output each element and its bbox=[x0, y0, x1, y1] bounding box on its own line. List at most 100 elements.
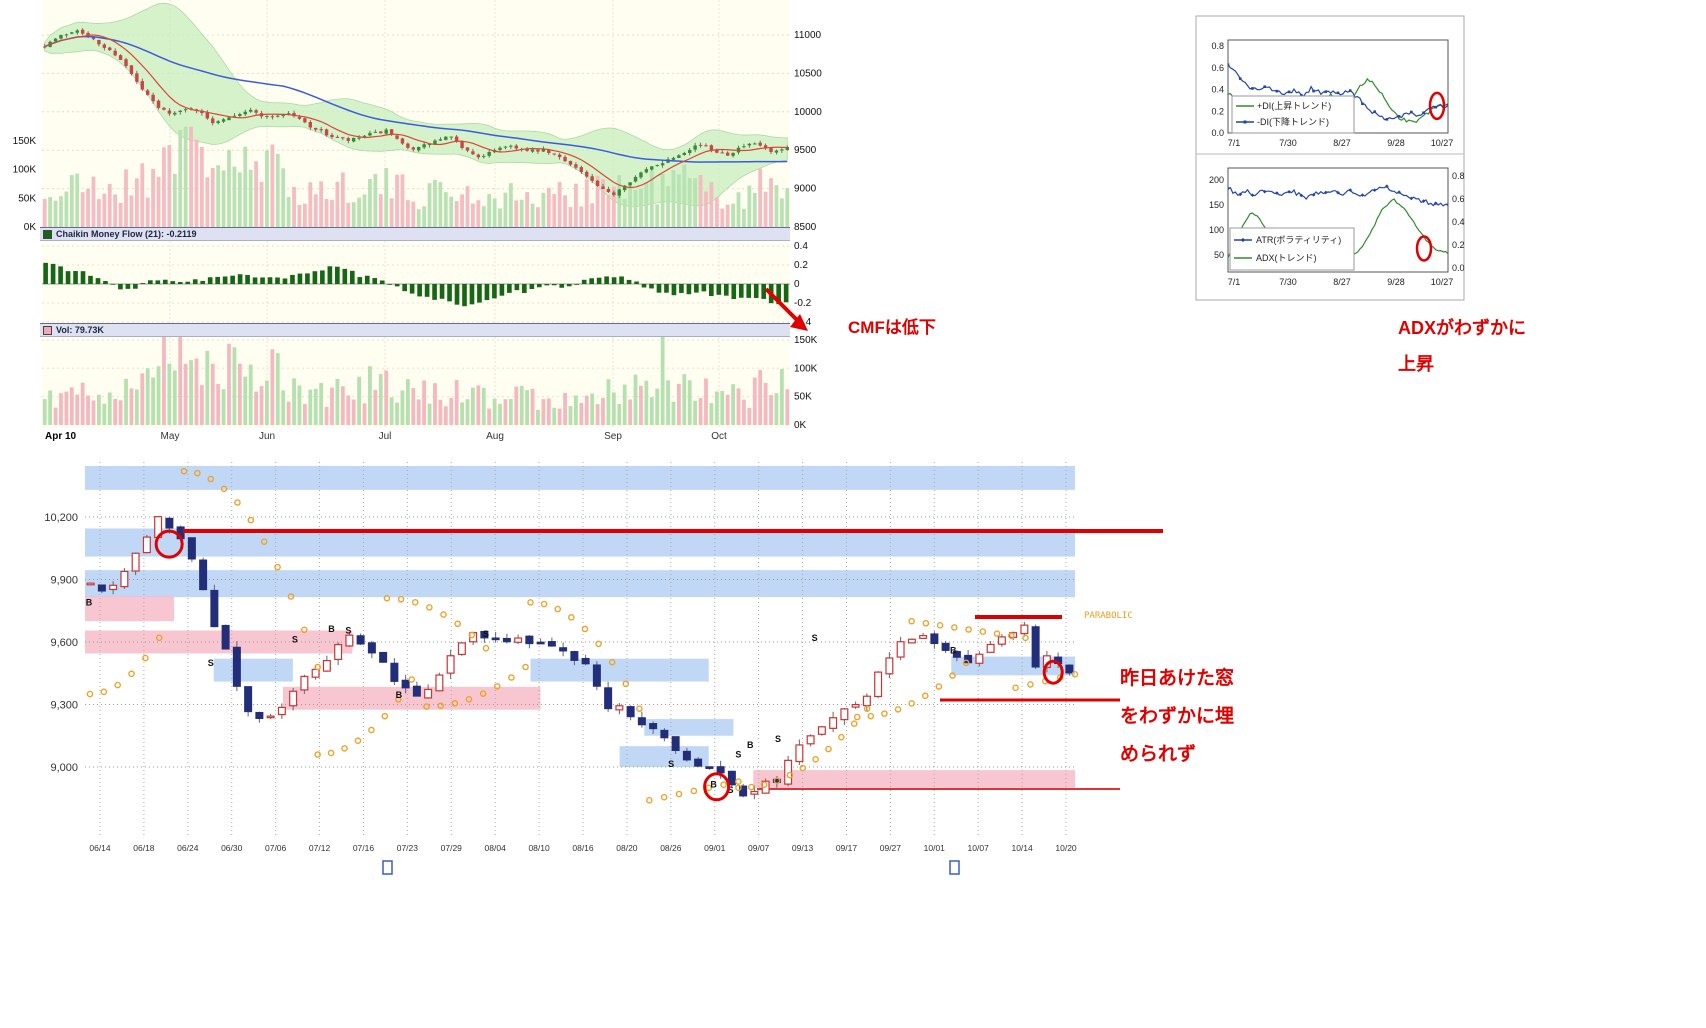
candle-body bbox=[91, 36, 96, 40]
vol-panel-bar bbox=[59, 393, 63, 425]
vol-panel-bar bbox=[259, 386, 264, 425]
vol-panel-bar bbox=[389, 397, 394, 425]
vol-panel-bar bbox=[454, 380, 459, 425]
vol-panel-bar bbox=[324, 406, 329, 425]
parabolic-sar-dot bbox=[921, 692, 929, 700]
candle-body bbox=[292, 112, 296, 117]
gap-annotation-line3: められず bbox=[1120, 744, 1197, 765]
vol-panel-bar bbox=[194, 358, 199, 425]
tick-label: 200 bbox=[1209, 175, 1224, 185]
vol-panel-bar bbox=[449, 397, 454, 425]
volume-overlay-bar bbox=[454, 201, 459, 227]
candle-body bbox=[281, 115, 285, 117]
candle-body bbox=[896, 641, 905, 658]
volume-overlay-bar bbox=[124, 169, 128, 227]
vol-panel-bar bbox=[552, 407, 557, 425]
volume-overlay-bar bbox=[351, 202, 356, 227]
cmf-bar bbox=[43, 262, 48, 284]
parabolic-sar-dot bbox=[234, 499, 241, 506]
candle-body bbox=[211, 118, 215, 124]
tick-label: 09/27 bbox=[880, 843, 902, 853]
cmf-bar bbox=[148, 280, 153, 284]
cmf-bar bbox=[454, 284, 460, 305]
volume-overlay-bar bbox=[671, 170, 676, 227]
candle-body bbox=[140, 81, 144, 90]
vol-panel-bar bbox=[563, 392, 567, 425]
candle-body bbox=[435, 674, 444, 692]
candle-body bbox=[232, 115, 237, 117]
candle-body bbox=[379, 131, 383, 134]
candle-body bbox=[750, 790, 759, 795]
tick-label: 07/23 bbox=[397, 843, 419, 853]
candle-body bbox=[379, 651, 388, 663]
candle-body bbox=[649, 723, 658, 730]
tick-label: 09/13 bbox=[792, 843, 814, 853]
candle-body bbox=[784, 759, 793, 785]
volume-overlay-bar bbox=[579, 206, 584, 227]
volume-overlay-bar bbox=[286, 196, 291, 227]
candle-body bbox=[739, 785, 748, 797]
volume-overlay-bar bbox=[779, 198, 784, 227]
parabolic-sar-dot bbox=[1071, 670, 1079, 678]
parabolic-sar-dot bbox=[327, 749, 335, 757]
vol-panel-bar bbox=[151, 377, 156, 425]
candle-body bbox=[368, 132, 372, 136]
candle-body bbox=[167, 110, 172, 114]
candle-body bbox=[151, 94, 155, 102]
cmf-bar bbox=[320, 270, 325, 284]
volume-overlay-bar bbox=[91, 176, 96, 227]
parabolic-sar-dot bbox=[720, 781, 727, 789]
volume-overlay-bar bbox=[113, 194, 118, 227]
parabolic-sar-dot bbox=[636, 705, 643, 712]
parabolic-sar-dot bbox=[812, 756, 819, 763]
volume-overlay-bar bbox=[259, 181, 264, 227]
vol-panel-bar bbox=[302, 404, 307, 425]
series-marker bbox=[1422, 111, 1425, 115]
candle-body bbox=[862, 695, 871, 707]
candle-body bbox=[334, 643, 343, 661]
candle-body bbox=[705, 766, 714, 769]
volume-overlay-bar bbox=[704, 191, 708, 227]
tick-label: 0.2 bbox=[1211, 106, 1224, 116]
vol-panel-bar bbox=[162, 331, 166, 425]
vol-panel-bar bbox=[227, 343, 231, 425]
candle-body bbox=[930, 633, 939, 645]
volume-overlay-bar bbox=[552, 193, 557, 227]
cmf-bar bbox=[387, 284, 393, 285]
tick-label: ATR(ボラティリティ) bbox=[1256, 235, 1341, 245]
candle-body bbox=[997, 636, 1006, 645]
vol-panel-bar bbox=[628, 399, 632, 425]
vol-panel-bar bbox=[378, 374, 383, 425]
candle-body bbox=[480, 630, 489, 639]
cmf-panel-bg bbox=[42, 241, 790, 323]
candle-body bbox=[785, 146, 789, 150]
vol-panel-bar bbox=[720, 391, 725, 425]
cmf-bar bbox=[260, 277, 265, 284]
candle-body bbox=[1031, 626, 1040, 668]
cmf-bar bbox=[776, 284, 781, 305]
candle-body bbox=[671, 736, 680, 751]
candle-body bbox=[286, 113, 291, 115]
minus-di-legend-dot-icon bbox=[1243, 120, 1247, 124]
parabolic-sar-dot bbox=[341, 745, 348, 752]
cmf-bar bbox=[207, 277, 213, 284]
candle-body bbox=[356, 635, 365, 645]
candle-body bbox=[698, 144, 703, 146]
vol-panel-bar bbox=[579, 402, 584, 425]
volume-overlay-bar bbox=[357, 197, 361, 227]
parabolic-sar-dot bbox=[993, 630, 1001, 637]
tick-label: Sep bbox=[604, 431, 622, 442]
tick-label: 150K bbox=[794, 335, 818, 346]
tick-label: 10/07 bbox=[968, 843, 990, 853]
vol-panel-bar bbox=[714, 391, 719, 425]
candle-body bbox=[446, 655, 455, 674]
parabolic-sar-dot bbox=[314, 751, 321, 758]
tick-label: 7/30 bbox=[1279, 138, 1297, 148]
volume-overlay-bar bbox=[617, 175, 622, 227]
vol-panel-bar bbox=[330, 387, 334, 425]
volume-overlay-bar bbox=[134, 178, 139, 227]
parabolic-sar-dot bbox=[962, 659, 970, 667]
parabolic-sar-dot bbox=[540, 600, 548, 608]
volume-overlay-bar bbox=[655, 204, 660, 227]
volume-overlay-bar bbox=[42, 198, 47, 227]
